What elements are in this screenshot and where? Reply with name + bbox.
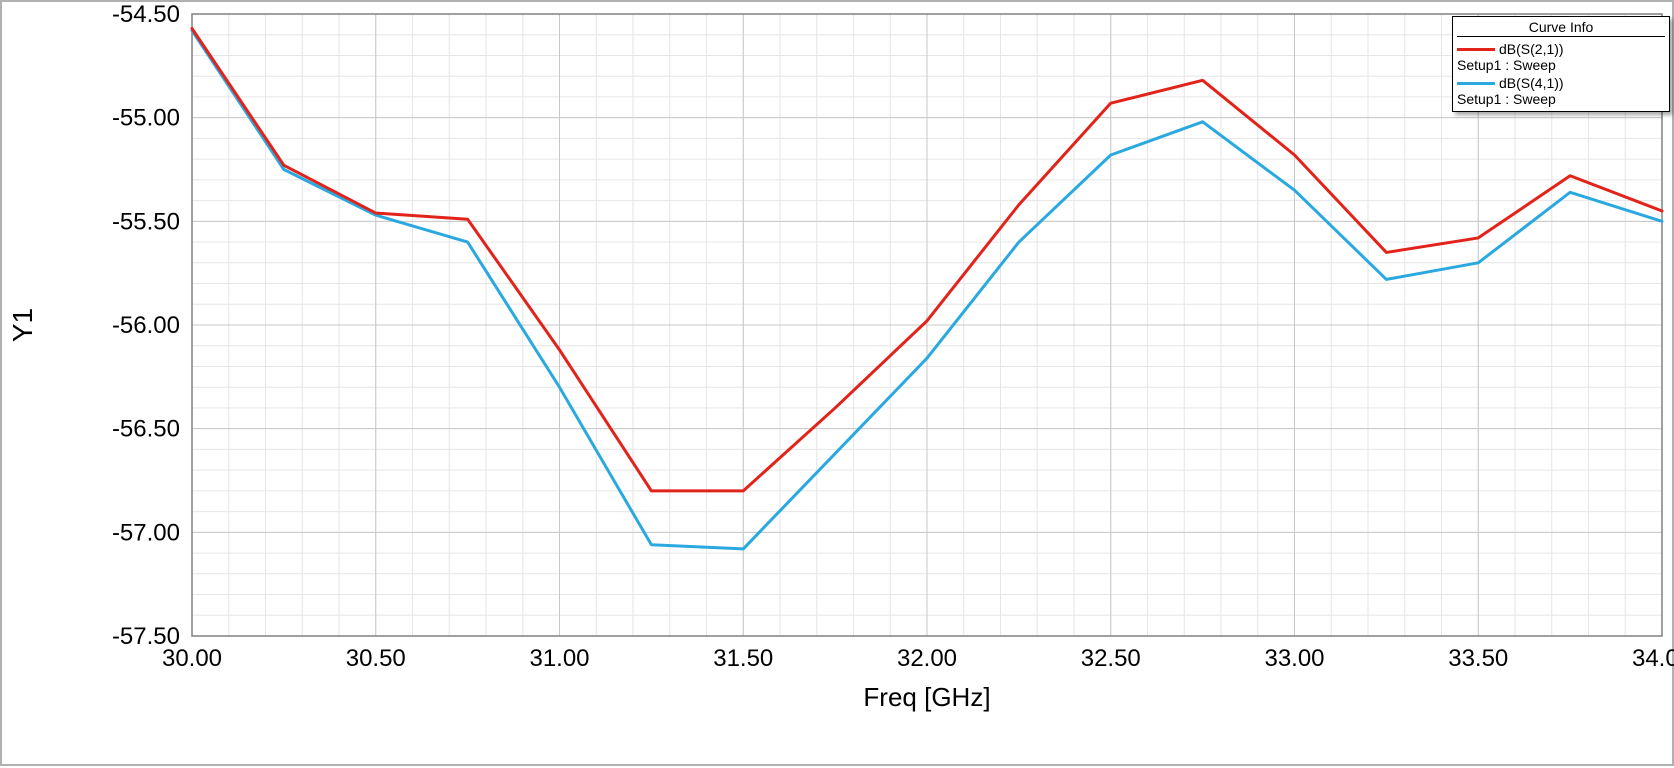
y-tick-label: -55.00 [112,105,180,132]
chart-frame: 30.0030.5031.0031.5032.0032.5033.0033.50… [0,0,1674,766]
y-tick-label: -56.00 [112,312,180,339]
x-tick-label: 32.50 [1081,645,1141,672]
chart-plot: 30.0030.5031.0031.5032.0032.5033.0033.50… [2,2,1674,768]
legend-swatch [1457,82,1495,85]
x-axis-label: Freq [GHz] [863,682,990,712]
y-tick-label: -57.50 [112,623,180,650]
legend-series-subtitle: Setup1 : Sweep [1457,57,1665,73]
x-tick-label: 33.00 [1264,645,1324,672]
y-axis-label: Y1 [7,308,38,342]
y-tick-label: -54.50 [112,2,180,28]
y-tick-label: -55.50 [112,208,180,235]
y-tick-label: -57.00 [112,519,180,546]
legend-entry: dB(S(2,1)) [1457,39,1665,57]
legend-series-name: dB(S(4,1)) [1499,75,1564,91]
legend-title: Curve Info [1457,19,1665,37]
y-tick-label: -56.50 [112,416,180,443]
x-tick-label: 31.50 [713,645,773,672]
legend-series-name: dB(S(2,1)) [1499,41,1564,57]
legend-swatch [1457,48,1495,51]
legend-entry: dB(S(4,1)) [1457,73,1665,91]
x-tick-label: 31.00 [529,645,589,672]
x-tick-label: 30.50 [346,645,406,672]
x-tick-label: 33.50 [1448,645,1508,672]
legend-series-subtitle: Setup1 : Sweep [1457,91,1665,107]
x-tick-label: 32.00 [897,645,957,672]
x-tick-label: 34.00 [1632,645,1674,672]
legend: Curve InfodB(S(2,1))Setup1 : SweepdB(S(4… [1452,16,1670,112]
